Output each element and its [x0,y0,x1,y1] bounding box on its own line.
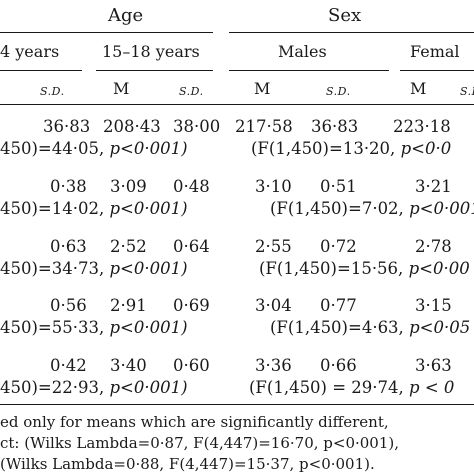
table-cell: 3·15 [415,296,452,315]
sd-header-age-2: S.D. [179,85,204,98]
sex-f-stat: (F(1,450)=15·56, p<0·00 [259,259,470,278]
table-cell: 0·56 [50,296,87,315]
age-header: Age [108,5,144,26]
sd-header-age-1: S.D. [40,85,65,98]
table-bottom-rule [0,404,474,405]
table-cell: 217·58 [235,117,293,136]
table-cell: 38·00 [173,117,221,136]
table-cell: 2·52 [110,237,147,256]
table-cell: 0·77 [320,296,357,315]
table-cell: 3·21 [415,177,452,196]
table-cell: 3·63 [415,356,452,375]
table-cell: 3·09 [110,177,147,196]
subgroup-rule-3 [229,70,389,71]
table-cell: 0·42 [50,356,87,375]
sd-header-males: S.D. [326,85,351,98]
table-cell: 3·40 [110,356,147,375]
subgroup-rule-4 [400,70,474,71]
footnote-line-2: ct: (Wilks Lambda=0·87, F(4,447)=16·70, … [0,434,400,452]
age-f-stat: 450)=44·05, p<0·001) [0,139,188,158]
subgroup-rule-2 [96,70,213,71]
sex-f-stat: (F(1,450)=7·02, p<0·001 [270,199,474,218]
table-cell: 0·64 [173,237,210,256]
table-cell: 0·69 [173,296,210,315]
m-header-age-2: M [113,79,130,98]
table-cell: 3·36 [255,356,292,375]
table-cell: 0·38 [50,177,87,196]
subgroup-rule-1 [0,70,82,71]
table-cell: 3·04 [255,296,292,315]
table-cell: 208·43 [103,117,161,136]
sex-group-females-header: Femal [410,42,460,61]
sex-f-stat: (F(1,450) = 29·74, p < 0 [249,378,455,397]
sex-group-males-header: Males [278,42,327,61]
age-f-stat: 450)=14·02, p<0·001) [0,199,188,218]
table-cell: 36·83 [43,117,91,136]
table-cell: 0·51 [320,177,357,196]
footnote-line-1: ed only for means which are significantl… [0,413,389,431]
table-cell: 2·91 [110,296,147,315]
header-bottom-rule [0,104,474,105]
table-cell: 223·18 [393,117,451,136]
age-group-2-header: 15–18 years [102,42,200,61]
table-cell: 2·55 [255,237,292,256]
age-group-rule [0,32,213,33]
sex-f-stat: (F(1,450)=4·63, p<0·05 [270,318,471,337]
table-cell: 36·83 [311,117,359,136]
sd-header-females: S.D. [460,85,474,98]
table-cell: 0·48 [173,177,210,196]
m-header-males: M [254,79,271,98]
sex-f-stat: (F(1,450)=13·20, p<0·0 [251,139,452,158]
age-f-stat: 450)=55·33, p<0·001) [0,318,188,337]
age-f-stat: 450)=22·93, p<0·001) [0,378,188,397]
age-f-stat: 450)=34·73, p<0·001) [0,259,188,278]
table-cell: 0·66 [320,356,357,375]
table-cell: 0·63 [50,237,87,256]
table-cell: 2·78 [415,237,452,256]
sex-header: Sex [328,5,362,26]
footnote-line-3: (Wilks Lambda=0·88, F(4,447)=15·37, p<0·… [0,455,375,473]
m-header-females: M [410,79,427,98]
table-cell: 0·72 [320,237,357,256]
age-group-1-header: 4 years [0,42,60,61]
table-cell: 0·60 [173,356,210,375]
table-cell: 3·10 [255,177,292,196]
sex-group-rule [229,32,474,33]
